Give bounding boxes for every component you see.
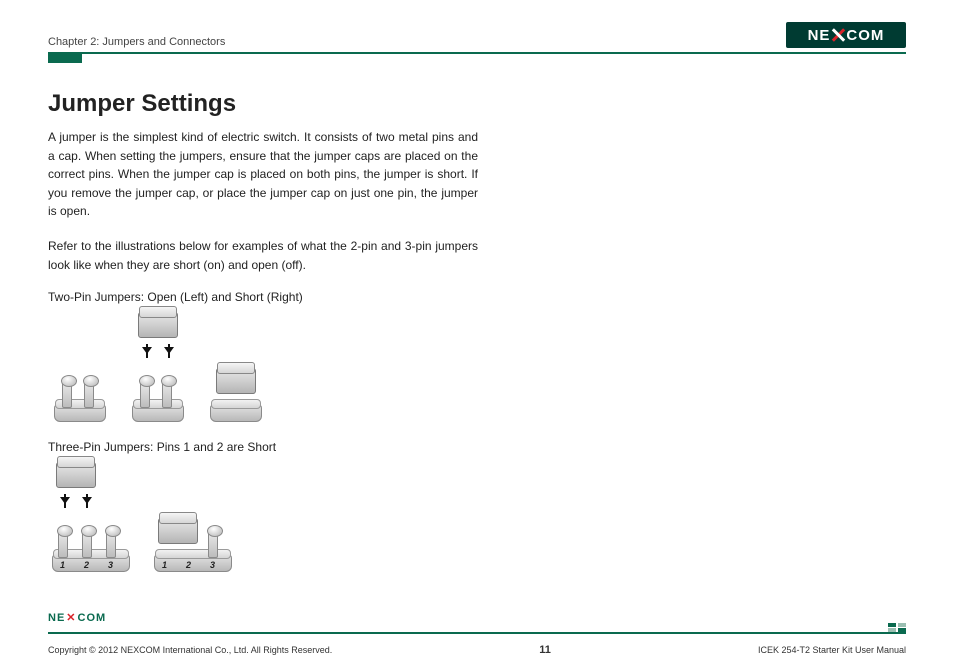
intro-paragraph-2: Refer to the illustrations below for exa… — [48, 237, 478, 274]
page-title: Jumper Settings — [48, 90, 478, 118]
copyright-text: Copyright © 2012 NEXCOM International Co… — [48, 645, 332, 655]
logo-text-right: COM — [846, 27, 884, 44]
pin-label: 2 — [186, 560, 191, 570]
arrow-down-icon — [86, 494, 88, 508]
arrow-down-icon — [64, 494, 66, 508]
footer-logo: NE ✕ COM — [48, 610, 120, 625]
two-pin-placing — [128, 312, 196, 422]
pin-label: 1 — [162, 560, 167, 570]
page-number: 11 — [539, 644, 551, 656]
two-pin-caption: Two-Pin Jumpers: Open (Left) and Short (… — [48, 290, 478, 304]
two-pin-short — [206, 344, 274, 422]
intro-paragraph-1: A jumper is the simplest kind of electri… — [48, 128, 478, 221]
header-rule — [48, 52, 906, 62]
three-pin-caption: Three-Pin Jumpers: Pins 1 and 2 are Shor… — [48, 440, 478, 454]
pin-label: 1 — [60, 560, 65, 570]
logo-text-left: NE — [808, 27, 831, 44]
arrow-down-icon — [146, 344, 148, 358]
logo-x-icon — [831, 28, 845, 42]
arrow-down-icon — [168, 344, 170, 358]
pin-label: 2 — [84, 560, 89, 570]
footer-rule — [48, 632, 906, 642]
pin-label: 3 — [108, 560, 113, 570]
two-pin-figure — [50, 312, 478, 422]
footer-logo-right: COM — [78, 612, 107, 624]
three-pin-short: 1 2 3 — [152, 494, 244, 572]
three-pin-placing: 1 2 3 — [50, 462, 142, 572]
footer-logo-left: NE — [48, 612, 65, 624]
two-pin-open — [50, 344, 118, 422]
pin-label: 3 — [210, 560, 215, 570]
brand-logo: NE COM — [786, 22, 906, 48]
chapter-label: Chapter 2: Jumpers and Connectors — [48, 36, 225, 48]
doc-title: ICEK 254-T2 Starter Kit User Manual — [758, 645, 906, 655]
footer-logo-x-icon: ✕ — [66, 611, 76, 624]
three-pin-figure: 1 2 3 1 2 3 — [50, 462, 478, 572]
